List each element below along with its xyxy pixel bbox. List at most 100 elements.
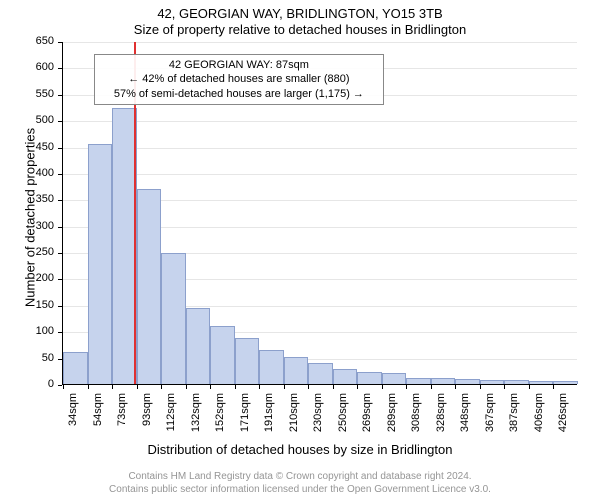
y-tick-label: 550: [24, 88, 54, 100]
x-tick-mark: [112, 385, 113, 389]
y-tick-mark: [58, 200, 62, 201]
chart-title-address: 42, GEORGIAN WAY, BRIDLINGTON, YO15 3TB: [0, 6, 600, 21]
y-tick-label: 300: [24, 220, 54, 232]
y-tick-label: 600: [24, 61, 54, 73]
x-tick-label: 367sqm: [484, 393, 496, 437]
histogram-bar: [553, 381, 578, 384]
x-tick-label: 93sqm: [141, 393, 153, 437]
x-tick-mark: [235, 385, 236, 389]
credits-text: Contains HM Land Registry data © Crown c…: [0, 471, 600, 496]
y-tick-mark: [58, 174, 62, 175]
x-tick-mark: [480, 385, 481, 389]
y-tick-mark: [58, 332, 62, 333]
x-tick-mark: [88, 385, 89, 389]
x-tick-label: 308sqm: [410, 393, 422, 437]
x-tick-mark: [406, 385, 407, 389]
x-tick-label: 191sqm: [263, 393, 275, 437]
x-tick-mark: [357, 385, 358, 389]
x-tick-mark: [333, 385, 334, 389]
x-tick-mark: [553, 385, 554, 389]
y-tick-mark: [58, 306, 62, 307]
x-tick-mark: [529, 385, 530, 389]
histogram-bar: [63, 352, 88, 384]
x-tick-mark: [308, 385, 309, 389]
grid-line: [63, 148, 577, 149]
annotation-line-3: 57% of semi-detached houses are larger (…: [114, 88, 364, 100]
y-tick-mark: [58, 253, 62, 254]
x-tick-label: 328sqm: [435, 393, 447, 437]
grid-line: [63, 174, 577, 175]
histogram-bar: [137, 189, 162, 384]
histogram-bar: [88, 144, 113, 384]
property-size-histogram: 42, GEORGIAN WAY, BRIDLINGTON, YO15 3TB …: [0, 0, 600, 500]
annotation-box: 42 GEORGIAN WAY: 87sqm ← 42% of detached …: [94, 54, 384, 105]
x-tick-label: 289sqm: [386, 393, 398, 437]
x-tick-mark: [210, 385, 211, 389]
x-tick-label: 54sqm: [92, 393, 104, 437]
y-tick-mark: [58, 121, 62, 122]
histogram-bar: [455, 379, 480, 384]
x-tick-label: 132sqm: [190, 393, 202, 437]
histogram-bar: [308, 363, 333, 384]
x-tick-mark: [161, 385, 162, 389]
histogram-bar: [259, 350, 284, 384]
x-tick-label: 73sqm: [116, 393, 128, 437]
y-tick-mark: [58, 42, 62, 43]
histogram-bar: [357, 372, 382, 384]
grid-line: [63, 121, 577, 122]
y-tick-label: 350: [24, 193, 54, 205]
y-tick-label: 0: [24, 378, 54, 390]
y-tick-label: 250: [24, 246, 54, 258]
x-tick-label: 406sqm: [533, 393, 545, 437]
histogram-bar: [186, 308, 211, 385]
annotation-line-1: 42 GEORGIAN WAY: 87sqm: [169, 59, 309, 71]
x-tick-label: 230sqm: [312, 393, 324, 437]
grid-line: [63, 42, 577, 43]
x-tick-label: 426sqm: [557, 393, 569, 437]
y-tick-mark: [58, 227, 62, 228]
histogram-bar: [235, 338, 260, 384]
y-tick-label: 150: [24, 299, 54, 311]
x-tick-mark: [63, 385, 64, 389]
y-tick-label: 50: [24, 352, 54, 364]
y-tick-mark: [58, 68, 62, 69]
x-tick-label: 269sqm: [361, 393, 373, 437]
x-tick-label: 210sqm: [288, 393, 300, 437]
y-tick-mark: [58, 95, 62, 96]
x-tick-label: 34sqm: [67, 393, 79, 437]
x-tick-mark: [504, 385, 505, 389]
y-tick-mark: [58, 279, 62, 280]
histogram-bar: [431, 378, 456, 384]
x-tick-label: 152sqm: [214, 393, 226, 437]
histogram-bar: [210, 326, 235, 384]
x-tick-mark: [284, 385, 285, 389]
y-tick-label: 500: [24, 114, 54, 126]
histogram-bar: [382, 373, 407, 384]
histogram-bar: [480, 380, 505, 384]
x-tick-label: 348sqm: [459, 393, 471, 437]
histogram-bar: [161, 253, 186, 384]
y-tick-mark: [58, 385, 62, 386]
x-tick-mark: [431, 385, 432, 389]
x-tick-mark: [186, 385, 187, 389]
histogram-bar: [406, 378, 431, 384]
x-tick-mark: [259, 385, 260, 389]
x-tick-label: 387sqm: [508, 393, 520, 437]
x-tick-mark: [382, 385, 383, 389]
histogram-bar: [333, 369, 358, 384]
y-tick-label: 400: [24, 167, 54, 179]
credits-line-1: Contains HM Land Registry data © Crown c…: [128, 471, 471, 482]
x-tick-label: 171sqm: [239, 393, 251, 437]
y-tick-mark: [58, 148, 62, 149]
histogram-bar: [529, 381, 554, 384]
y-tick-label: 450: [24, 141, 54, 153]
plot-area: 0501001502002503003504004505005506006503…: [62, 42, 577, 385]
x-tick-mark: [455, 385, 456, 389]
annotation-line-2: ← 42% of detached houses are smaller (88…: [128, 73, 349, 85]
chart-title-desc: Size of property relative to detached ho…: [0, 22, 600, 37]
y-tick-label: 200: [24, 272, 54, 284]
x-tick-label: 112sqm: [165, 393, 177, 437]
histogram-bar: [284, 357, 309, 384]
y-tick-label: 650: [24, 35, 54, 47]
x-tick-mark: [137, 385, 138, 389]
